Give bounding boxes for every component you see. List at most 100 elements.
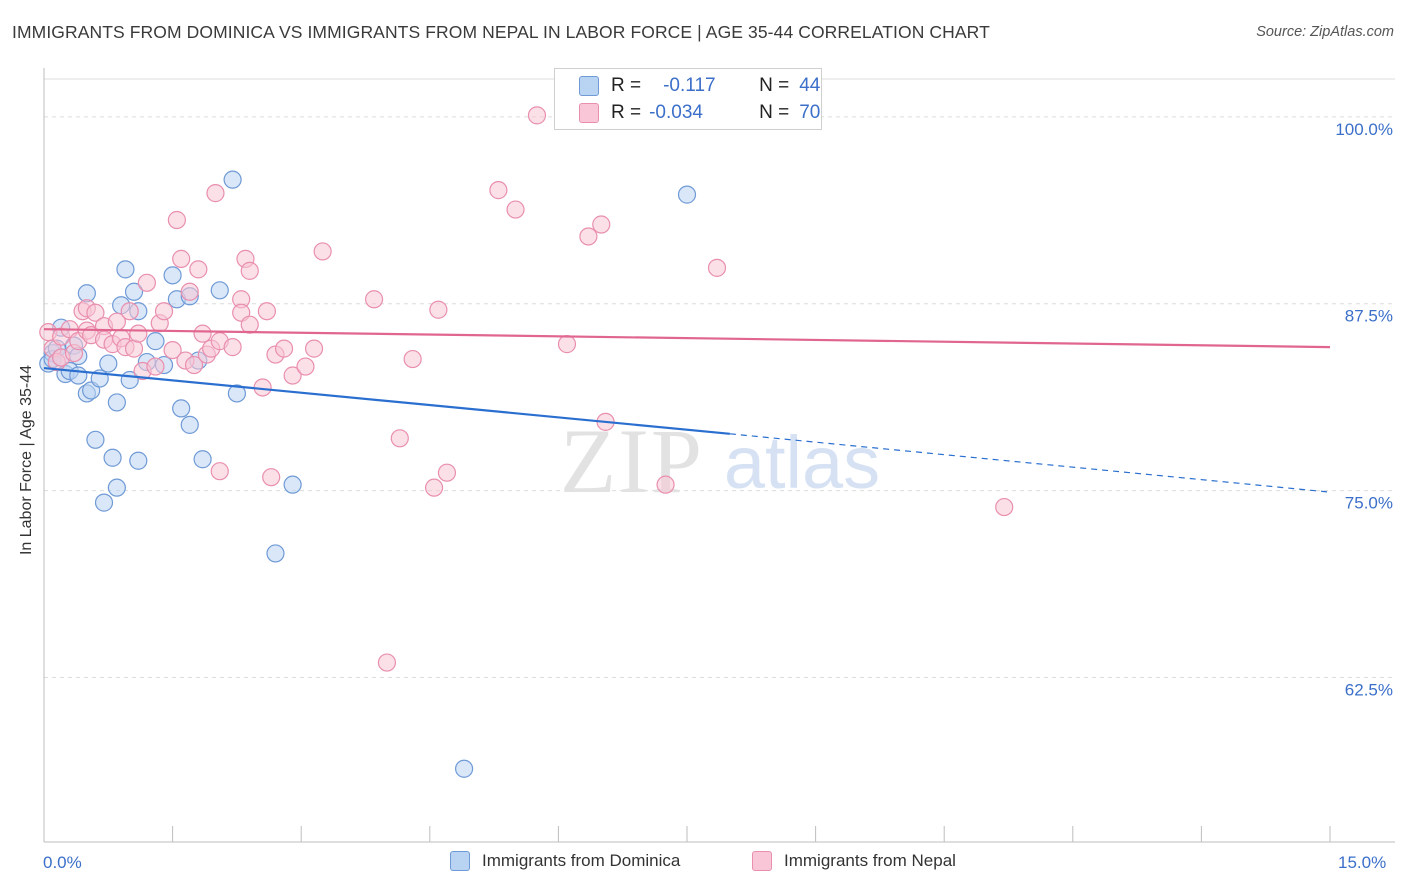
dominica-point <box>107 478 126 497</box>
nepal-point <box>506 200 525 219</box>
y-tick-labels: 62.5% 75.0% 87.5% 100.0% <box>1335 120 1393 700</box>
nepal-point <box>184 355 204 375</box>
nepal-point <box>180 282 199 301</box>
nepal-point <box>364 290 384 309</box>
y-tick-label: 75.0% <box>1345 494 1393 513</box>
n-label: N = <box>759 102 790 123</box>
nepal-point <box>656 475 675 494</box>
dominica-point <box>283 475 302 494</box>
nepal-point <box>206 184 225 203</box>
nepal-point <box>437 463 457 482</box>
nepal-point <box>137 273 156 292</box>
nepal-point <box>390 429 409 448</box>
y-tick-label: 62.5% <box>1345 681 1393 700</box>
nepal-point <box>210 462 229 481</box>
nepal-point <box>86 303 105 322</box>
dominica-point <box>69 366 88 385</box>
watermark-atlas: atlas <box>724 421 880 504</box>
nepal-point <box>489 181 508 200</box>
n-label: N = <box>759 75 790 96</box>
dominica-point <box>103 448 122 467</box>
nepal-r-value: -0.034 <box>649 102 703 123</box>
nepal-point <box>163 340 182 360</box>
chart-title: IMMIGRANTS FROM DOMINICA VS IMMIGRANTS F… <box>12 22 990 42</box>
legend-item-dominica: Immigrants from Dominica <box>450 851 680 871</box>
dominica-point <box>99 354 118 373</box>
dominica-point <box>163 266 182 285</box>
nepal-point <box>189 260 208 279</box>
dominica-point <box>129 451 148 470</box>
dominica-point <box>180 415 199 434</box>
nepal-point <box>257 302 277 321</box>
stats-legend-box: R = -0.117 N = 44 R = -0.034 N = 70 <box>554 68 822 130</box>
legend-swatch-dominica <box>450 851 470 871</box>
nepal-point <box>223 338 242 357</box>
nepal-trend-line <box>43 328 1331 349</box>
nepal-point <box>120 302 139 321</box>
y-axis-label: In Labor Force | Age 35-44 <box>18 364 35 556</box>
data-points <box>39 106 1014 778</box>
trend-lines <box>43 328 1331 493</box>
x-tick-label-max: 15.0% <box>1338 853 1387 872</box>
nepal-point <box>313 242 332 261</box>
nepal-point <box>129 324 148 343</box>
y-tick-label: 100.0% <box>1335 120 1393 139</box>
nepal-n-value: 70 <box>799 102 821 123</box>
r-label: R = <box>611 102 642 123</box>
nepal-point <box>592 215 611 234</box>
dominica-point <box>210 281 229 300</box>
chart-source: Source: ZipAtlas.com <box>1256 24 1394 40</box>
nepal-point <box>429 300 448 319</box>
nepal-point <box>262 468 281 487</box>
dominica-point <box>116 260 135 279</box>
dominica-point <box>172 399 191 418</box>
dominica-point <box>266 544 285 563</box>
dominica-swatch <box>579 76 599 96</box>
nepal-point <box>274 339 294 358</box>
dominica-point <box>227 384 246 403</box>
stats-row-nepal: R = -0.034 N = 70 <box>579 102 820 124</box>
nepal-point <box>154 302 174 321</box>
watermark: ZIP atlas <box>560 410 880 512</box>
nepal-point <box>193 324 212 343</box>
nepal-point <box>146 357 165 376</box>
nepal-point <box>240 261 259 280</box>
nepal-point <box>296 357 315 376</box>
nepal-swatch <box>579 103 599 123</box>
dominica-point <box>223 170 242 189</box>
legend-item-nepal: Immigrants from Nepal <box>752 851 956 871</box>
legend-label-nepal: Immigrants from Nepal <box>784 851 956 870</box>
dominica-n-value: 44 <box>799 75 821 96</box>
grid-lines <box>44 78 1395 679</box>
dominica-point <box>677 185 697 204</box>
nepal-point <box>995 497 1014 517</box>
dominica-point <box>94 493 114 512</box>
dominica-r-value: -0.117 <box>663 75 716 96</box>
axes <box>43 68 1395 843</box>
nepal-point <box>557 335 577 354</box>
dominica-trend-extension <box>729 433 1331 493</box>
x-tick-label-min: 0.0% <box>43 853 82 872</box>
nepal-point <box>403 349 422 369</box>
watermark-zip: ZIP <box>560 410 704 512</box>
nepal-point <box>172 249 191 268</box>
dominica-point <box>146 332 165 351</box>
dominica-trend-line <box>43 366 730 435</box>
nepal-point <box>527 106 547 125</box>
nepal-point <box>304 339 324 358</box>
dominica-point <box>124 282 144 301</box>
nepal-point <box>124 339 144 358</box>
stats-row-dominica: R = -0.117 N = 44 <box>579 75 820 97</box>
dominica-point <box>86 430 105 449</box>
nepal-point <box>707 258 727 277</box>
nepal-point <box>377 653 397 672</box>
y-tick-label: 87.5% <box>1345 307 1393 326</box>
nepal-point <box>167 210 186 230</box>
dominica-point <box>454 759 474 778</box>
r-label: R = <box>611 75 642 96</box>
nepal-point <box>579 227 598 246</box>
legend-swatch-nepal <box>752 851 772 871</box>
nepal-point <box>424 478 444 497</box>
nepal-point <box>240 315 259 334</box>
